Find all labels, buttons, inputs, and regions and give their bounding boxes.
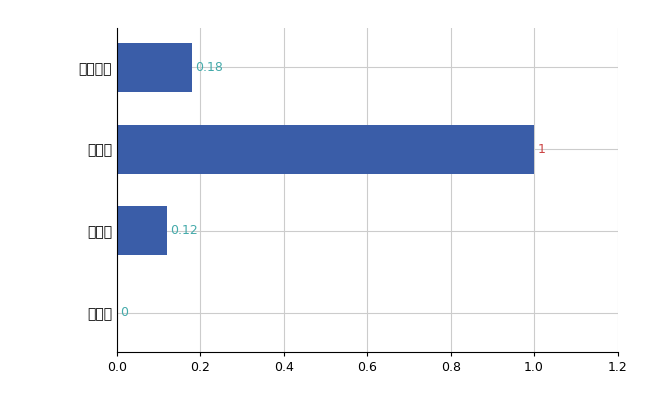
Bar	[117, 124, 534, 174]
Text: 0: 0	[120, 306, 128, 319]
Bar	[117, 43, 192, 92]
Text: 0.18: 0.18	[196, 61, 224, 74]
Text: 1: 1	[538, 142, 545, 156]
Text: 0.12: 0.12	[170, 224, 198, 238]
Bar	[117, 206, 167, 256]
